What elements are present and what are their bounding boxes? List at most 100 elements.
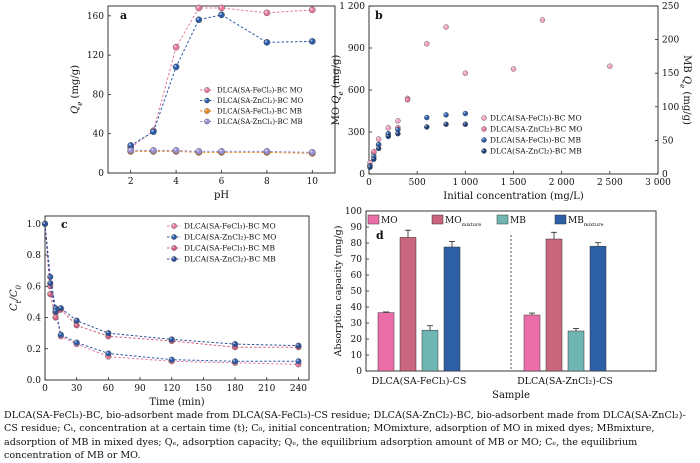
data-point-shine <box>405 97 408 100</box>
x-axis-label: pH <box>214 190 229 201</box>
legend-label-main: MB <box>568 216 584 226</box>
legend-label: DLCA(SA-ZnCl₂)-BC MB <box>184 255 276 264</box>
data-point <box>371 156 377 162</box>
bar <box>377 312 395 372</box>
x-tick-label: 1 000 <box>452 178 478 188</box>
data-point <box>73 339 80 346</box>
data-point-shine <box>376 137 379 140</box>
legend-marker-shine <box>172 235 175 238</box>
data-point <box>367 164 373 170</box>
data-point-shine <box>128 143 131 146</box>
bar <box>567 330 585 372</box>
data-point <box>395 130 401 137</box>
y-axis-label-right-part: (mg/g) <box>681 88 692 125</box>
category-label: DLCA(SA-ZnCl₂)-CS <box>517 376 613 387</box>
panel-c-frame <box>44 215 310 381</box>
legend-label: DLCA(SA-ZnCl₂)-BC MO <box>184 233 276 242</box>
y-tick-label: 0 <box>98 169 104 179</box>
data-point-shine <box>151 148 154 151</box>
y-axis-label-right-part: MB <box>681 55 692 76</box>
y-tick-label-right: 0 <box>662 170 668 180</box>
y-tick-label: 60 <box>351 271 363 281</box>
data-point <box>263 9 271 17</box>
figure-caption: DLCA(SA-FeCl₃)-BC, bio-adsorbent made fr… <box>4 410 686 462</box>
data-point <box>52 314 59 321</box>
data-point-shine <box>151 129 154 133</box>
legend-marker <box>204 97 210 104</box>
data-point-shine <box>58 306 62 309</box>
data-point-shine <box>53 309 56 312</box>
data-point <box>295 342 302 349</box>
data-point <box>47 280 54 287</box>
data-point-shine <box>376 146 379 149</box>
legend-marker-shine <box>482 138 485 141</box>
data-point-shine <box>310 7 313 11</box>
y-tick-label-left: 0 <box>359 170 365 180</box>
legend-label: DLCA(SA-FeCl₃)-BC MO <box>217 87 303 95</box>
panel-letter: a <box>120 9 127 22</box>
data-point-shine <box>444 25 447 28</box>
data-point <box>308 38 316 45</box>
data-point-shine <box>296 343 299 346</box>
y-axis-label-left-part: Q <box>331 95 342 103</box>
data-point <box>371 148 377 155</box>
data-point-shine <box>174 148 177 151</box>
data-point <box>105 330 112 337</box>
panel-b: 0 500 1 000 1 500 2 000 2 500 3 00003006009001… <box>331 2 692 202</box>
y-axis-label-part: (mg/g) <box>70 65 81 102</box>
legend-label: DLCA(SA-ZnCl₂)-BC MB <box>490 147 582 156</box>
data-point-shine <box>376 142 379 145</box>
data-point <box>375 136 382 142</box>
bar <box>421 329 439 372</box>
legend-marker-shine <box>205 119 208 122</box>
data-point-shine <box>371 154 374 157</box>
y-tick-label: 40 <box>93 130 105 140</box>
data-point <box>443 24 449 30</box>
data-point <box>395 118 401 124</box>
data-point <box>232 341 239 348</box>
legend-swatch <box>367 214 380 225</box>
legend-marker <box>171 234 177 240</box>
data-point-shine <box>74 340 77 343</box>
data-point-shine <box>424 125 427 128</box>
data-point <box>263 148 271 155</box>
data-point <box>404 97 411 103</box>
y-tick-label: 1.0 <box>27 220 42 230</box>
legend-marker <box>171 245 177 251</box>
y-tick-label: 20 <box>351 335 363 345</box>
data-point-shine <box>386 134 389 137</box>
x-axis-label: Initial concentration (mg/L) <box>443 191 584 202</box>
data-point <box>607 63 613 69</box>
bar <box>443 246 461 372</box>
y-axis-label-part: e <box>76 102 84 106</box>
data-point <box>172 43 180 51</box>
y-axis-label-part: t <box>15 300 23 303</box>
data-point-shine <box>424 41 427 44</box>
series-line <box>130 7 313 148</box>
data-point-shine <box>444 122 447 125</box>
x-axis-label: Sample <box>492 390 530 401</box>
legend-label: DLCA(SA-ZnCl₂)-BC MO <box>217 97 304 105</box>
y-axis-label-part: / <box>9 296 20 302</box>
x-tick-label: 0 <box>366 178 372 188</box>
legend-marker <box>171 223 177 229</box>
legend-label-main: MO <box>381 216 398 226</box>
y-tick-label-left: 1 200 <box>339 2 365 12</box>
legend-label: DLCA(SA-FeCl₃)-BC MB <box>184 244 275 253</box>
data-point <box>385 133 391 140</box>
data-point <box>510 66 517 72</box>
data-point-shine <box>386 131 389 134</box>
data-point-shine <box>219 149 222 152</box>
x-tick-label: 8 <box>264 177 270 187</box>
y-axis-label-part: Q <box>70 106 81 114</box>
legend-label: DLCA(SA-ZnCl₂)-BC MO <box>490 125 582 134</box>
legend-marker-shine <box>172 246 175 249</box>
data-point <box>385 125 391 131</box>
y-tick-label: 30 <box>351 319 363 329</box>
x-tick-label: 4 <box>173 177 179 187</box>
data-point-shine <box>233 342 236 345</box>
legend-marker <box>481 137 487 143</box>
data-point-shine <box>43 221 46 224</box>
legend-label: MBmixture <box>568 216 604 228</box>
